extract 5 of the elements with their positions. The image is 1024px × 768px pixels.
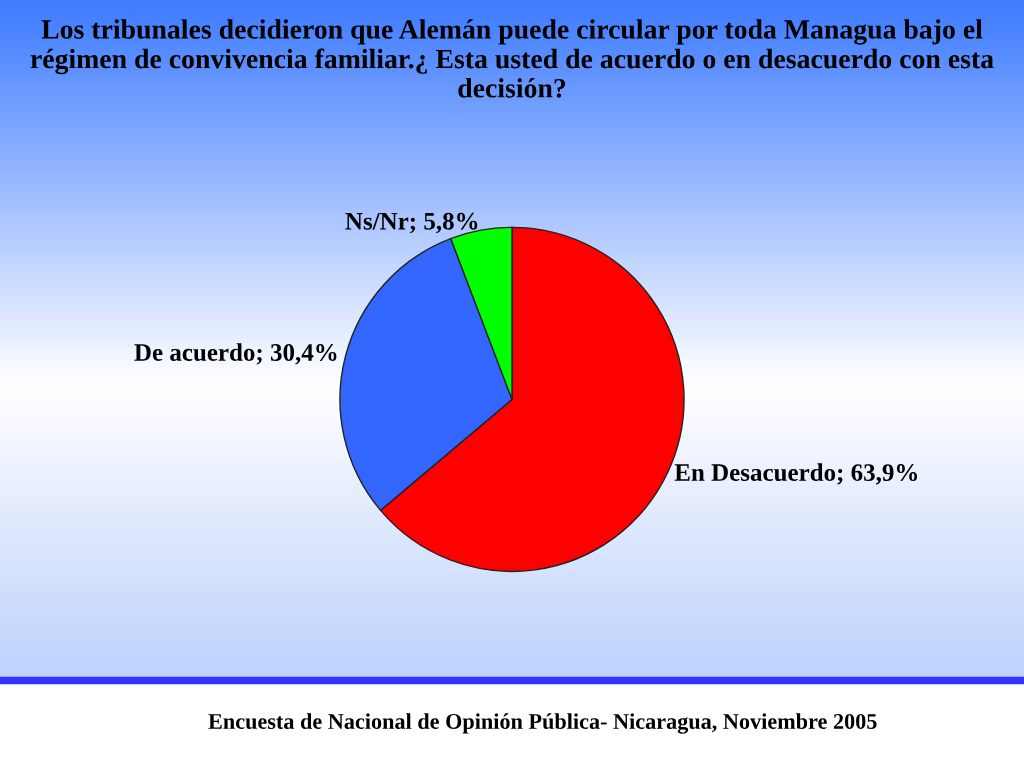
slice-label: Ns/Nr; 5,8% [345,212,478,234]
slice-label: De acuerdo; 30,4% [134,343,337,365]
chart-title: Los tribunales decidieron que Alemán puede circular por toda Managua bajo el régimen de convivencia familiar.¿ Esta usted de acuerdo o en desacuerdo con esta decisión? [30,19,994,98]
slice-label: En Desacuerdo; 63,9% [674,463,918,485]
text: Encuesta de Nacional de Opinión Pública- Nicaragua, Noviembre 2005 [208,713,877,734]
